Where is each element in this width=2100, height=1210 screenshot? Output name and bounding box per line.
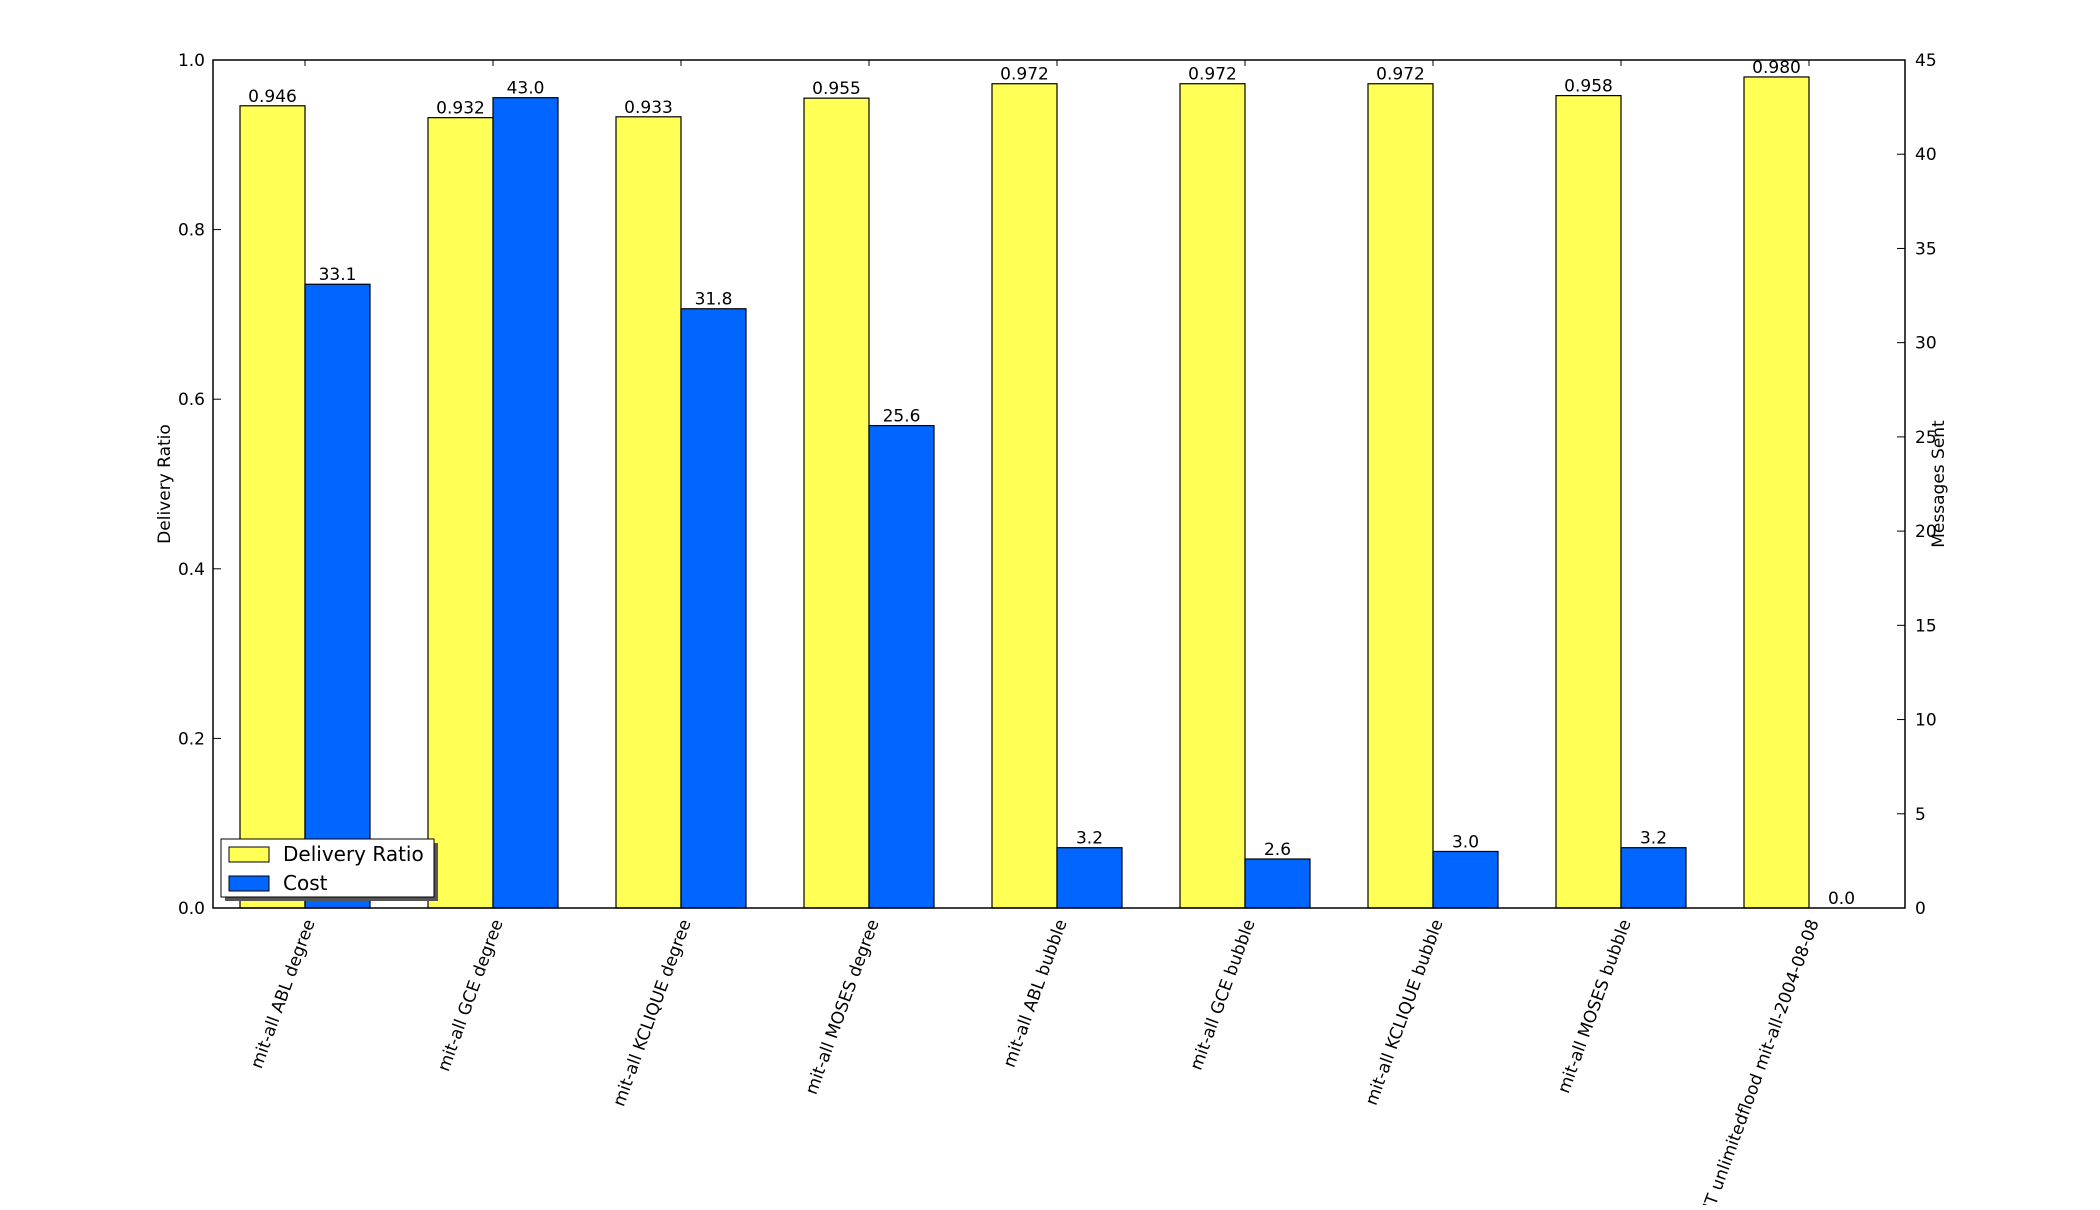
- legend-label-delivery-ratio: Delivery Ratio: [283, 842, 424, 866]
- bar: [1244, 858, 1311, 909]
- y-right-tick-label: 30: [1915, 334, 1937, 354]
- y-axis-left-title: Delivery Ratio: [155, 424, 175, 544]
- bar-value-label: 0.946: [248, 87, 297, 107]
- x-tick-label: mit-all GCE bubble: [1187, 917, 1260, 1073]
- x-tick-label: mit-all MOSES bubble: [1554, 917, 1636, 1096]
- bar-value-label: 25.6: [883, 407, 921, 427]
- bar: [1620, 847, 1687, 909]
- bar: [427, 117, 494, 909]
- bar: [1056, 847, 1123, 909]
- bar: [868, 424, 935, 909]
- y-axis-right-title: Messages Sent: [1929, 420, 1949, 548]
- bar-value-label: 33.1: [319, 265, 357, 285]
- x-tick-label: mit-all MOSES degree: [802, 917, 884, 1097]
- bar: [1179, 83, 1246, 909]
- bar-value-label: 0.980: [1752, 58, 1801, 78]
- bar: [1555, 95, 1622, 909]
- y-right-tick-label: 25: [1915, 428, 1937, 448]
- y-left-tick-label: 0.0: [178, 899, 205, 919]
- y-right-tick-label: 5: [1915, 805, 1926, 825]
- y-right-tick-label: 35: [1915, 239, 1937, 259]
- y-left-tick-label: 0.6: [178, 390, 205, 410]
- bar: [1432, 850, 1499, 909]
- bar: [1743, 76, 1810, 909]
- bar: [803, 97, 870, 909]
- legend-swatch-delivery-ratio: [228, 846, 270, 863]
- y-right-tick-label: 40: [1915, 145, 1937, 165]
- bar: [615, 116, 682, 909]
- y-left-tick-label: 0.8: [178, 221, 205, 241]
- ticks-layer: [213, 59, 1905, 909]
- bars-layer: [239, 76, 1810, 909]
- y-left-tick-label: 1.0: [178, 51, 205, 71]
- bar: [239, 105, 306, 909]
- bar: [1367, 83, 1434, 909]
- y-right-tick-label: 15: [1915, 616, 1937, 636]
- bar: [991, 83, 1058, 909]
- bar-value-label: 43.0: [507, 79, 545, 99]
- bar: [492, 97, 559, 909]
- bar-value-label: 2.6: [1264, 840, 1291, 860]
- x-tick-label: mit-all ABL bubble: [1000, 917, 1072, 1070]
- x-tick-label: mit-all KCLIQUE bubble: [1362, 917, 1448, 1108]
- y-left-tick-label: 0.2: [178, 729, 205, 749]
- legend: Delivery Ratio Cost: [220, 838, 438, 901]
- bar-value-label: 0.972: [1000, 65, 1049, 85]
- bar-value-label: 0.0: [1828, 889, 1855, 909]
- bar-value-label: 3.2: [1076, 829, 1103, 849]
- bar-value-label: 0.955: [812, 79, 861, 99]
- bar-value-label: 3.2: [1640, 829, 1667, 849]
- y-right-tick-label: 45: [1915, 51, 1937, 71]
- bar-value-label: 31.8: [695, 290, 733, 310]
- x-tick-label: mit-all GCE degree: [434, 917, 508, 1074]
- x-tick-label: mit-all ABL degree: [247, 917, 320, 1071]
- y-left-tick-label: 0.4: [178, 560, 205, 580]
- bar-value-label: 0.972: [1376, 65, 1425, 85]
- plot-frame: [212, 59, 1906, 909]
- y-right-tick-label: 10: [1915, 711, 1937, 731]
- bar-value-label: 3.0: [1452, 832, 1479, 852]
- x-tick-label: mit-all KCLIQUE degree: [609, 917, 695, 1109]
- x-tick-label: OUTPUT unlimitedflood mit-all-2004-08-08: [1681, 917, 1823, 1205]
- bar-value-label: 0.933: [624, 98, 673, 118]
- bar-value-label: 0.972: [1188, 65, 1237, 85]
- bar: [304, 283, 371, 909]
- bar-value-label: 0.958: [1564, 77, 1613, 97]
- y-right-tick-label: 20: [1915, 522, 1937, 542]
- y-right-tick-label: 0: [1915, 899, 1926, 919]
- legend-label-cost: Cost: [283, 871, 328, 895]
- legend-swatch-cost: [228, 875, 270, 892]
- bar: [680, 308, 747, 909]
- bar-value-label: 0.932: [436, 99, 485, 119]
